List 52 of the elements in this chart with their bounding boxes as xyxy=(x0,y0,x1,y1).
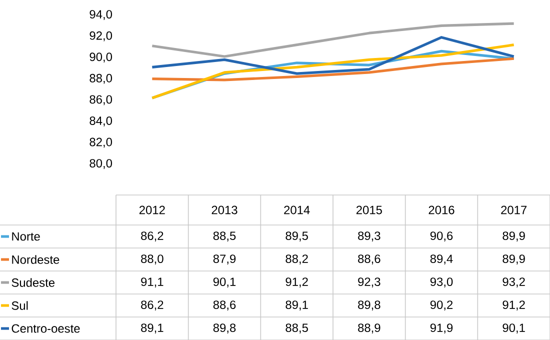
data-label: 91,2 xyxy=(502,300,525,310)
data-label: 90,1 xyxy=(502,324,525,334)
y-tick-label: 88,0 xyxy=(90,74,112,84)
data-label: 90,2 xyxy=(430,300,453,310)
line-series xyxy=(150,36,516,75)
x-tick-label: 2016 xyxy=(428,206,454,214)
line-series xyxy=(150,57,516,82)
y-tick-label: 90,0 xyxy=(90,52,112,63)
line-series xyxy=(150,22,516,58)
data-label: 88,6 xyxy=(358,254,380,264)
x-tick-label: 2013 xyxy=(212,206,238,214)
data-label: 93,2 xyxy=(502,278,525,288)
data-label: 89,8 xyxy=(213,324,236,334)
data-label: 88,2 xyxy=(286,254,308,264)
y-tick-label: 84,0 xyxy=(90,116,112,126)
data-label: 88,0 xyxy=(141,254,164,264)
data-label: 89,5 xyxy=(286,232,308,242)
y-tick-label: 80,0 xyxy=(90,159,112,169)
data-label: 86,2 xyxy=(141,232,164,242)
x-tick-label: 2017 xyxy=(501,206,527,214)
data-label: 91,9 xyxy=(430,324,453,334)
legend-label: Norte xyxy=(12,232,40,241)
x-tick-label: 2012 xyxy=(139,206,165,214)
data-label: 92,3 xyxy=(358,278,380,288)
y-tick-label: 82,0 xyxy=(90,138,112,148)
y-tick-label: 86,0 xyxy=(90,95,112,106)
data-label: 91,2 xyxy=(286,278,308,288)
data-label: 89,8 xyxy=(358,300,380,310)
legend-label: Sul xyxy=(12,301,28,310)
data-label: 91,1 xyxy=(141,278,164,288)
data-label: 89,1 xyxy=(286,300,308,310)
x-tick-label: 2014 xyxy=(284,206,310,214)
data-label: 90,1 xyxy=(213,278,236,288)
data-label: 88,9 xyxy=(358,324,380,334)
y-tick-label: 92,0 xyxy=(90,31,112,42)
data-label: 89,9 xyxy=(502,254,525,264)
x-tick-label: 2015 xyxy=(356,206,382,214)
data-label: 89,4 xyxy=(430,254,453,264)
data-label: 88,5 xyxy=(286,324,308,334)
data-label: 88,6 xyxy=(213,300,236,310)
data-label: 89,9 xyxy=(502,232,525,242)
legend-label: Centro-oeste xyxy=(12,324,80,333)
data-label: 90,6 xyxy=(430,232,453,242)
data-label: 89,3 xyxy=(358,232,380,242)
data-label: 87,9 xyxy=(213,254,236,264)
data-label: 89,1 xyxy=(141,324,164,334)
legend-label: Sudeste xyxy=(12,278,55,287)
y-tick-label: 94,0 xyxy=(90,10,112,20)
legend-label: Nordeste xyxy=(12,255,60,264)
data-label: 88,5 xyxy=(213,232,236,242)
data-label: 86,2 xyxy=(141,300,164,310)
data-label: 93,0 xyxy=(430,278,453,288)
